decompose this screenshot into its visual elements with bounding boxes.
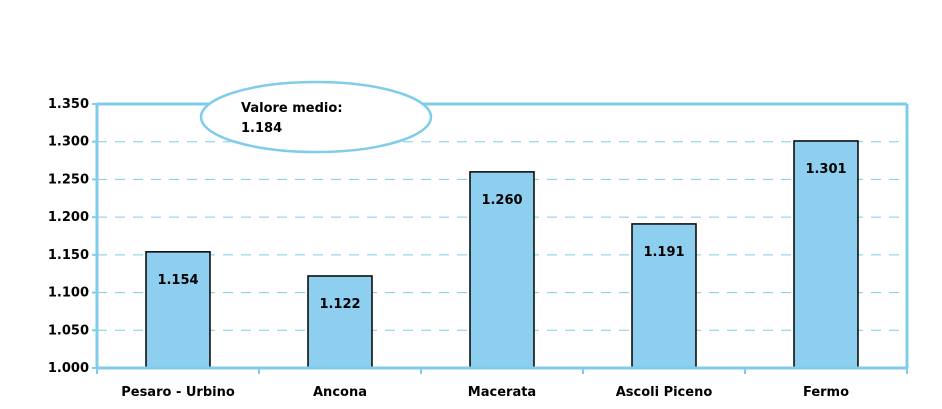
annotation-ellipse bbox=[199, 80, 433, 154]
bar bbox=[145, 251, 211, 369]
category-labels: Pesaro - Urbino Ancona Macerata Ascoli Pice… bbox=[121, 385, 849, 400]
mean-annotation: Valore medio: 1.184 bbox=[199, 80, 433, 154]
x-tick-marks bbox=[96, 368, 908, 374]
y-tick-label: 1.050 bbox=[48, 323, 89, 338]
category-label: Fermo bbox=[803, 385, 849, 400]
bar bbox=[793, 140, 859, 369]
category-label: Ancona bbox=[313, 385, 367, 400]
bars bbox=[145, 140, 859, 369]
y-tick-label: 1.250 bbox=[48, 172, 89, 187]
data-label: 1.122 bbox=[319, 297, 360, 312]
data-label: 1.191 bbox=[643, 245, 684, 260]
y-tick-label: 1.100 bbox=[48, 286, 89, 301]
data-label: 1.301 bbox=[805, 162, 846, 177]
y-tick-label: 1.150 bbox=[48, 248, 89, 263]
category-label: Ascoli Piceno bbox=[616, 385, 713, 400]
category-label: Macerata bbox=[468, 385, 536, 400]
y-tick-label: 1.200 bbox=[48, 210, 89, 225]
annotation-label: Valore medio: bbox=[241, 101, 343, 116]
bar bbox=[307, 275, 373, 369]
y-tick-labels: 1.000 1.050 1.100 1.150 1.200 1.250 1.300 1.350 bbox=[48, 97, 97, 376]
y-tick-label: 1.350 bbox=[48, 97, 89, 112]
category-label: Pesaro - Urbino bbox=[121, 385, 235, 400]
bar bbox=[631, 223, 697, 369]
y-tick-label: 1.300 bbox=[48, 135, 89, 150]
bar bbox=[469, 171, 535, 369]
y-tick-label: 1.000 bbox=[48, 361, 89, 376]
data-labels: 1.154 1.122 1.260 1.191 1.301 bbox=[157, 162, 846, 312]
data-label: 1.154 bbox=[157, 273, 198, 288]
annotation-value: 1.184 bbox=[241, 121, 282, 136]
data-label: 1.260 bbox=[481, 193, 522, 208]
